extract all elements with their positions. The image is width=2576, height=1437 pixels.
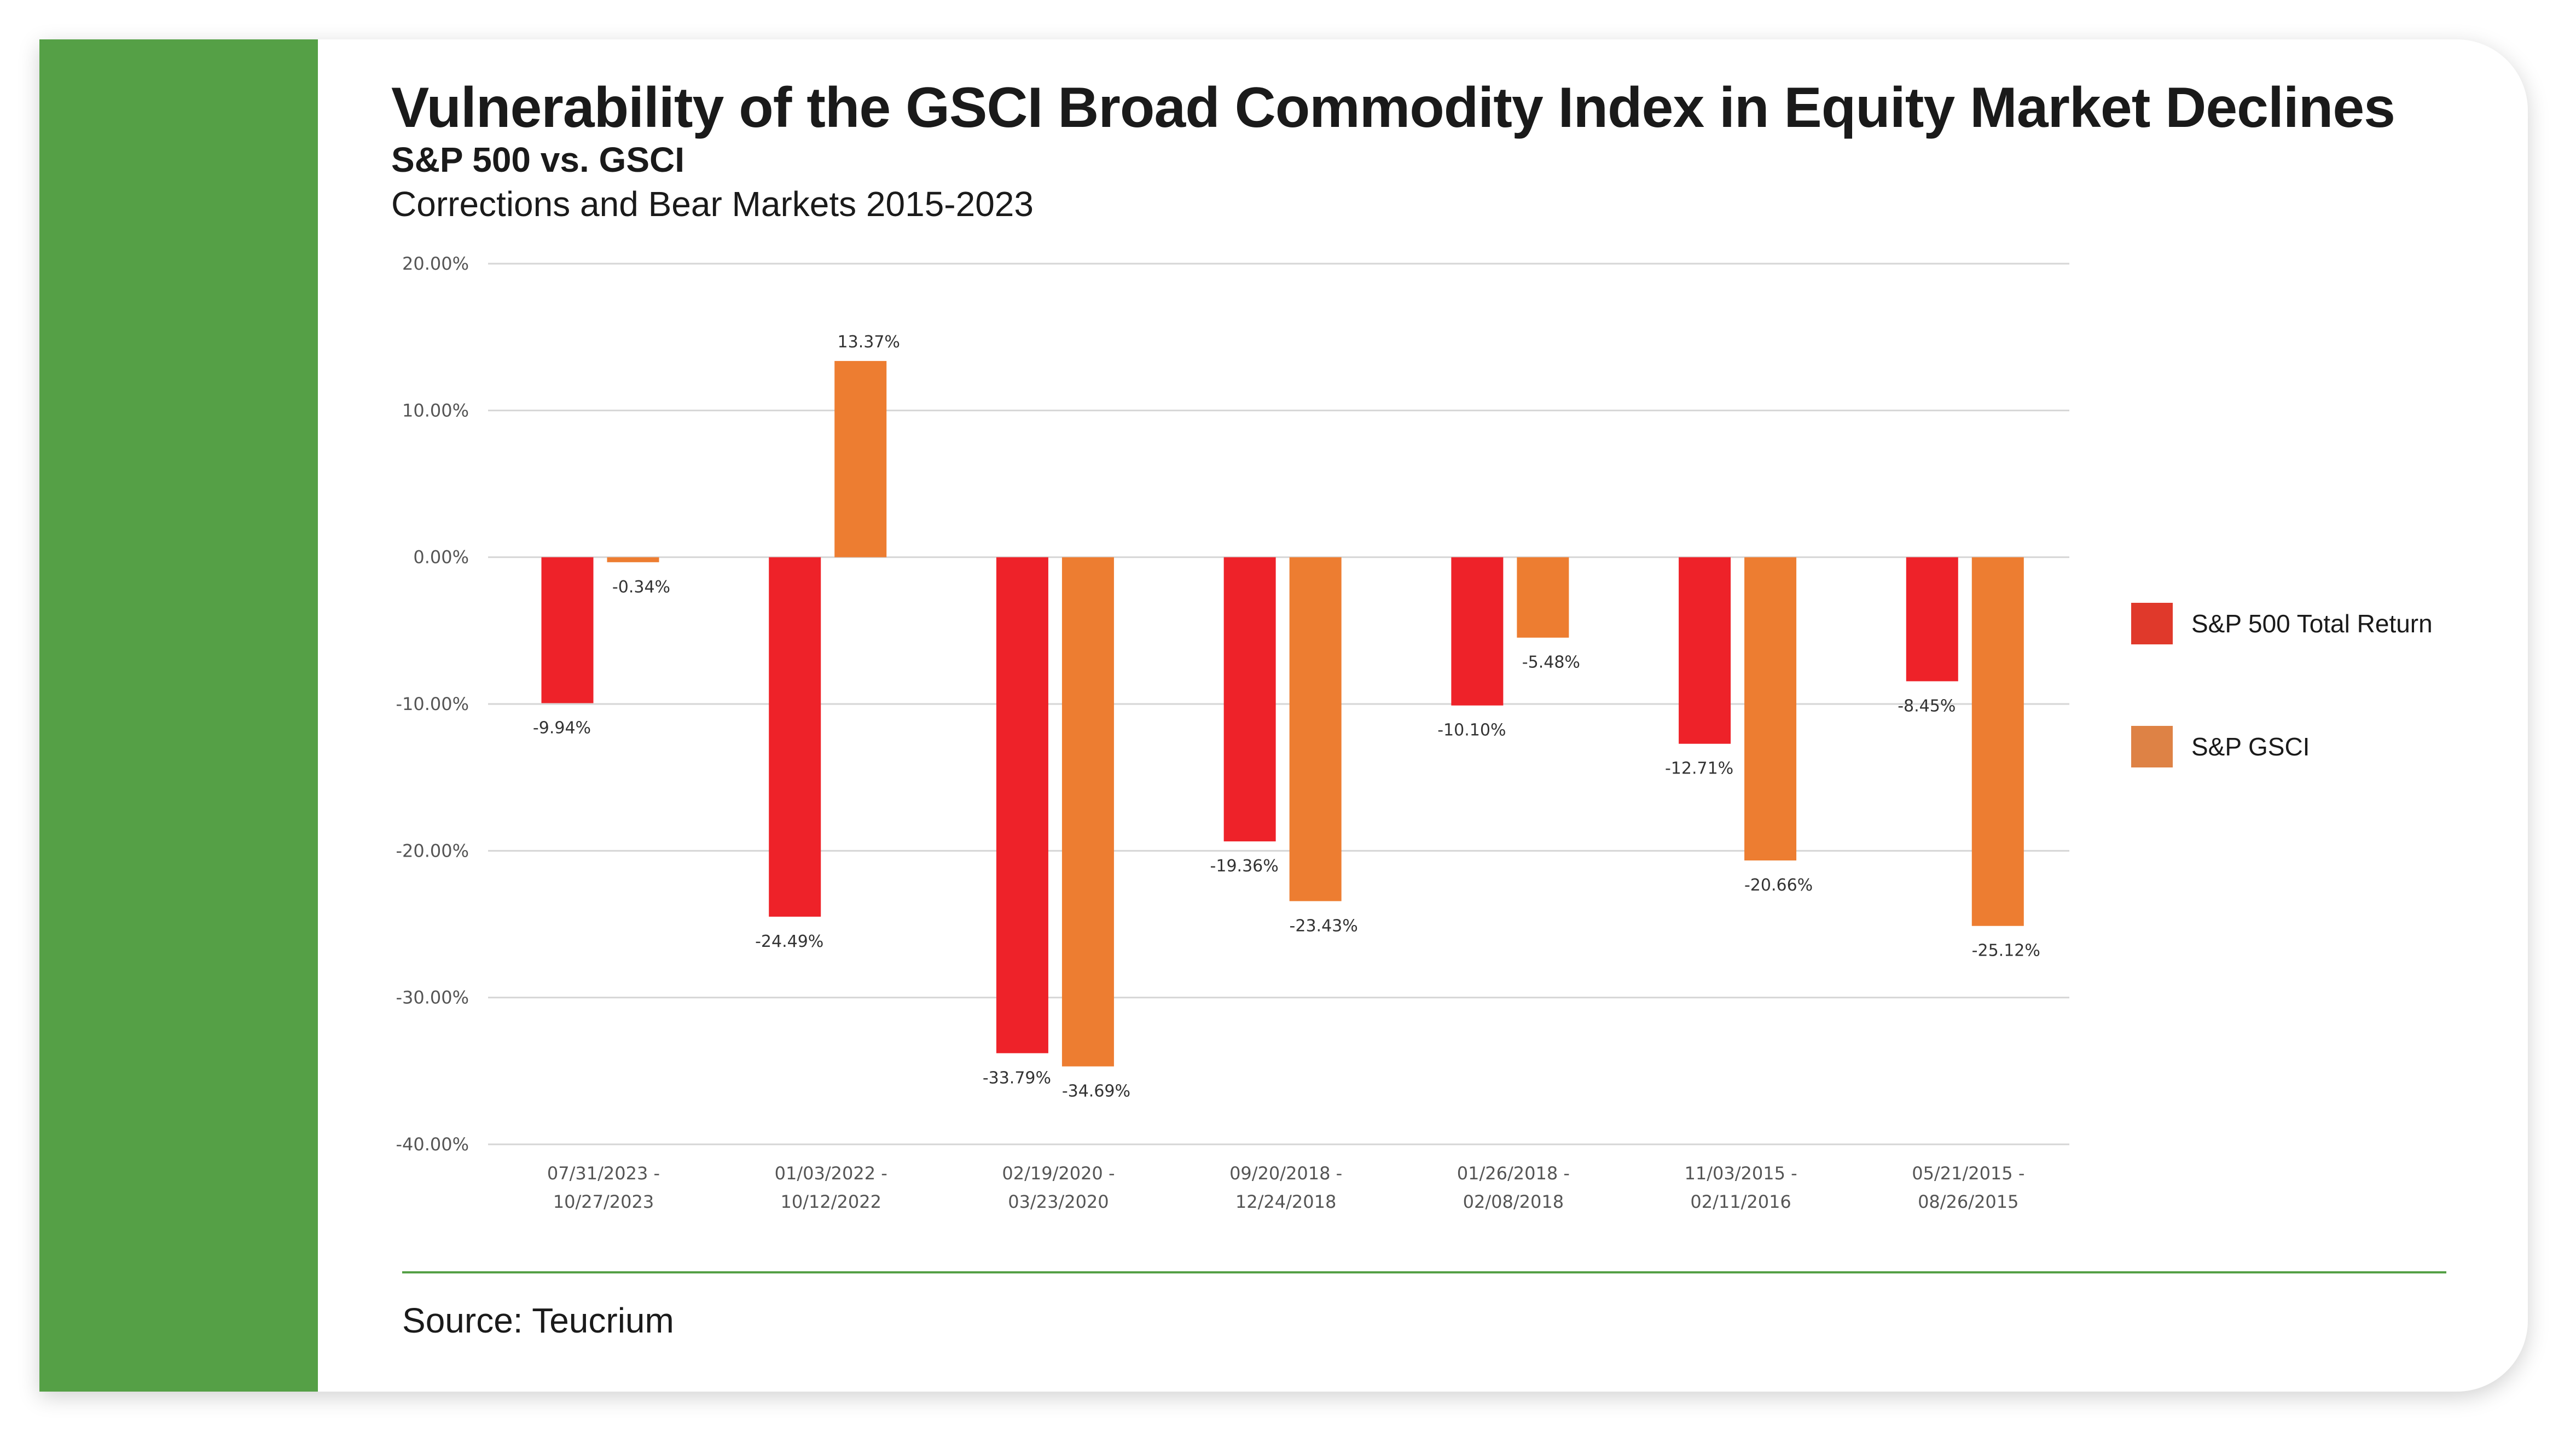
- data-label-gsci: -20.66%: [1744, 876, 1813, 895]
- bar-sp500: [1679, 557, 1731, 744]
- x-tick-label: 02/11/2016: [1690, 1191, 1791, 1212]
- legend-swatch-gsci: [2131, 726, 2173, 767]
- data-label-sp500: -19.36%: [1210, 857, 1279, 876]
- bar-gsci: [1061, 557, 1114, 1067]
- source-divider: [402, 1271, 2446, 1273]
- bar-sp500: [1906, 557, 1958, 682]
- data-labels: -9.94% -0.34% -24.49% 13.37% -33.79% -34.69% -…: [533, 333, 2040, 1101]
- bar-gsci: [1744, 557, 1797, 861]
- data-label-sp500: -12.71%: [1665, 759, 1733, 778]
- data-label-gsci: -5.48%: [1522, 653, 1580, 672]
- y-tick-label: 20.00%: [402, 253, 469, 274]
- bars: [541, 360, 2024, 1067]
- x-tick-label: 01/26/2018 -: [1457, 1163, 1570, 1184]
- x-tick-label: 05/21/2015 -: [1912, 1163, 2024, 1184]
- x-tick-label: 03/23/2020: [1008, 1191, 1109, 1212]
- data-label-gsci: 13.37%: [838, 333, 900, 352]
- data-label-sp500: -33.79%: [983, 1068, 1051, 1087]
- x-axis-ticks: 07/31/2023 - 10/27/2023 01/03/2022 - 10/12/…: [547, 1163, 2024, 1212]
- y-tick-label: -10.00%: [396, 694, 469, 714]
- x-tick-label: 11/03/2015 -: [1684, 1163, 1797, 1184]
- x-tick-label: 02/08/2018: [1463, 1191, 1564, 1212]
- data-label-sp500: -9.94%: [533, 718, 591, 737]
- bar-gsci: [1971, 557, 2024, 926]
- chart-subtitle-period: Corrections and Bear Markets 2015-2023: [391, 184, 1034, 224]
- bar-sp500: [1223, 557, 1276, 842]
- x-tick-label: 01/03/2022 -: [775, 1163, 887, 1184]
- data-label-gsci: -34.69%: [1062, 1082, 1130, 1101]
- chart-card: Vulnerability of the GSCI Broad Commodit…: [39, 39, 2528, 1392]
- y-tick-label: 10.00%: [402, 400, 469, 421]
- legend-swatch-sp500: [2131, 603, 2173, 644]
- bar-chart: 20.00% 10.00% 0.00% -10.00% -20.00% -30.00% -4…: [396, 253, 2433, 1212]
- x-tick-label: 12/24/2018: [1235, 1191, 1336, 1212]
- legend: S&P 500 Total Return S&P GSCI: [2131, 603, 2433, 767]
- data-label-sp500: -10.10%: [1437, 721, 1506, 740]
- bar-gsci: [1517, 557, 1569, 638]
- bar-gsci: [1289, 557, 1342, 901]
- bar-gsci: [607, 557, 659, 562]
- data-label-gsci: -25.12%: [1972, 941, 2040, 961]
- x-tick-label: 10/27/2023: [553, 1191, 654, 1212]
- y-tick-label: -40.00%: [396, 1134, 469, 1155]
- data-label-gsci: -0.34%: [612, 578, 670, 597]
- y-tick-label: -30.00%: [396, 987, 469, 1008]
- x-tick-label: 08/26/2015: [1918, 1191, 2018, 1212]
- legend-label-sp500: S&P 500 Total Return: [2191, 609, 2433, 638]
- chart-subtitle: S&P 500 vs. GSCI: [391, 140, 684, 179]
- y-tick-label: 0.00%: [413, 547, 469, 568]
- data-label-sp500: -24.49%: [755, 932, 823, 951]
- x-tick-label: 10/12/2022: [780, 1191, 881, 1212]
- data-label-gsci: -23.43%: [1290, 916, 1358, 935]
- y-tick-label: -20.00%: [396, 840, 469, 861]
- bar-sp500: [541, 557, 594, 703]
- gridlines: [488, 263, 2069, 1145]
- x-tick-label: 09/20/2018 -: [1229, 1163, 1342, 1184]
- x-tick-label: 02/19/2020 -: [1002, 1163, 1115, 1184]
- bar-sp500: [769, 557, 821, 917]
- x-tick-label: 07/31/2023 -: [547, 1163, 660, 1184]
- legend-label-gsci: S&P GSCI: [2191, 732, 2310, 761]
- chart-title: Vulnerability of the GSCI Broad Commodit…: [391, 76, 2395, 139]
- source-note: Source: Teucrium: [402, 1301, 674, 1340]
- y-axis-ticks: 20.00% 10.00% 0.00% -10.00% -20.00% -30.00% -4…: [396, 253, 469, 1155]
- data-label-sp500: -8.45%: [1898, 696, 1956, 715]
- brand-side-bar: [39, 39, 318, 1392]
- bar-gsci: [834, 360, 887, 557]
- bar-sp500: [1451, 557, 1504, 706]
- bar-sp500: [996, 557, 1048, 1054]
